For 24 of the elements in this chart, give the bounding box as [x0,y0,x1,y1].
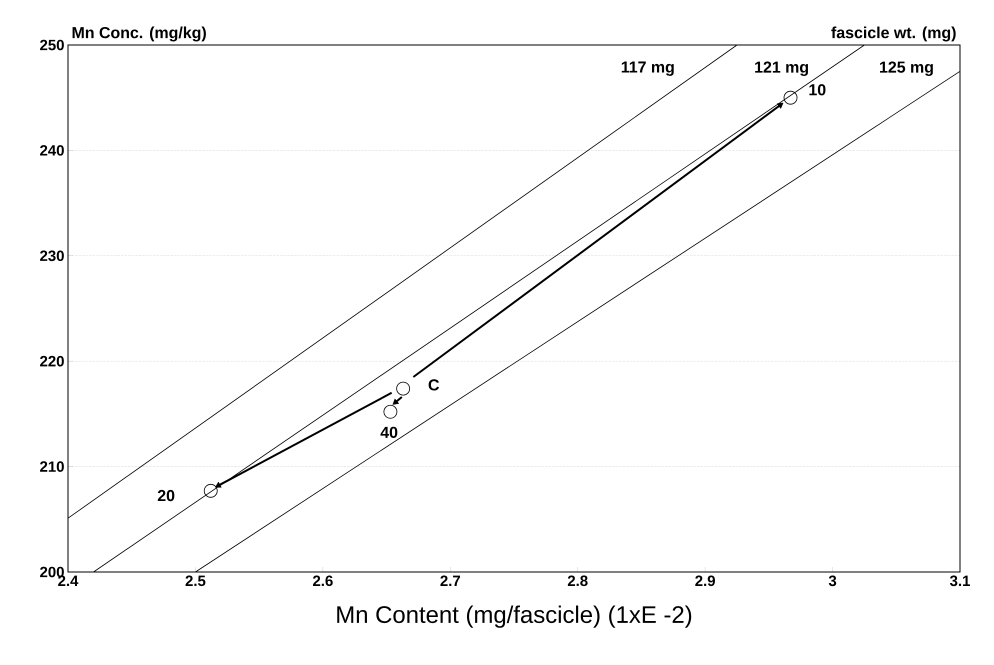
x-tick-label: 2.5 [186,576,206,586]
y-tick-label: 210 [40,461,64,472]
annotation: 121 mg [755,61,808,76]
x-tick-label: 2.7 [440,576,460,586]
annotation: 117 mg [622,62,674,76]
annotation: 10 [809,84,826,96]
x-tick-label: 3.1 [950,576,970,586]
x-tick-label: 3 [828,576,836,586]
x-tick-label: 2.9 [695,576,715,586]
y-tick-label: 250 [40,40,64,50]
text: fascicle wt. (mg) [831,26,956,42]
x-tick-label: 2.4 [58,576,78,586]
annotation: 20 [158,490,174,502]
y-tick-label: 240 [40,145,64,156]
x-tick-label: 2.6 [312,576,333,586]
annotation: 125 mg [880,61,933,76]
y-tick-label: 220 [40,356,64,366]
x-axis-title: Mn Content (mg/fascicle) (1xE -2) [337,606,692,628]
y-tick-label: 230 [40,250,64,262]
x-tick-label: 2.8 [568,576,588,586]
annotation: 40 [380,426,398,438]
annotation: C [428,379,440,391]
y-axis-title: Mn Conc. (mg/kg) [72,26,206,42]
y-tick-label: 200 [40,566,64,578]
